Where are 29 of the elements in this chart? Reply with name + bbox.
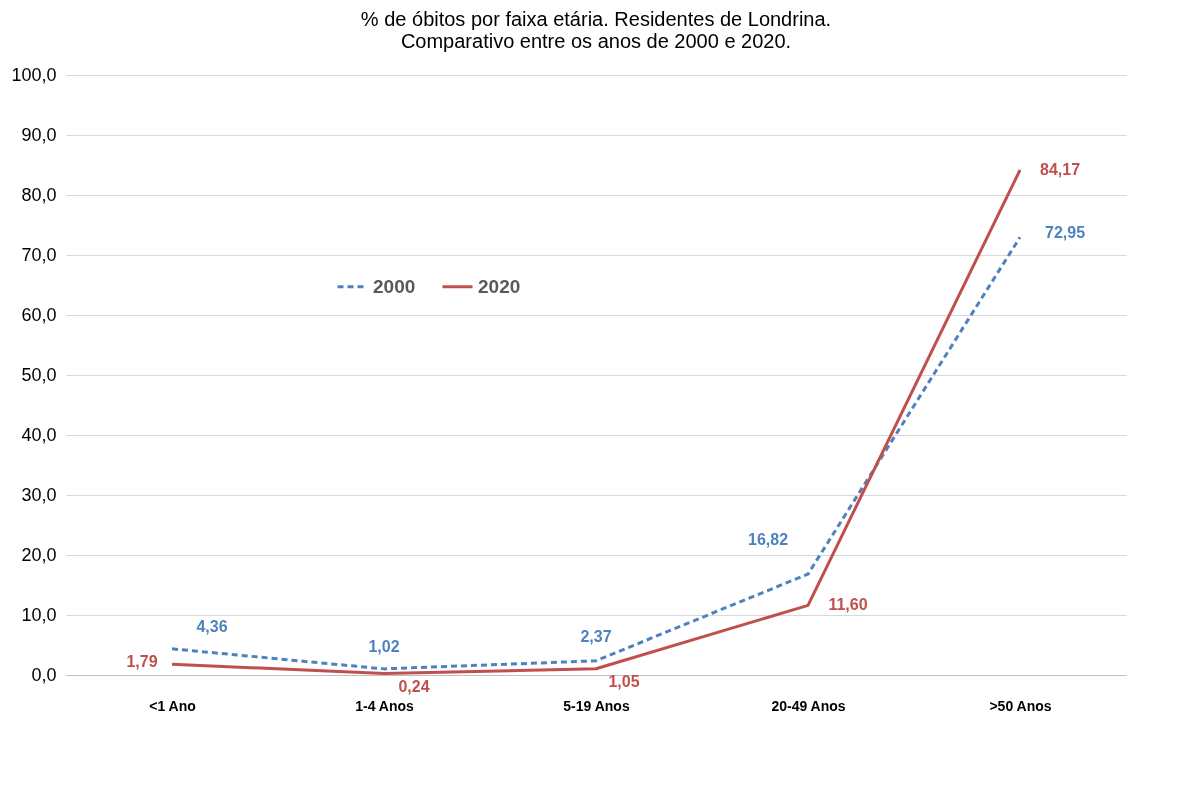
x-tick-label: 5-19 Anos [563,697,630,714]
y-tick-label: 20,0 [21,544,57,565]
data-label: 1,79 [126,653,158,671]
y-tick-label: 10,0 [21,604,57,625]
y-tick-label: 40,0 [21,424,57,445]
data-label: 72,95 [1044,224,1086,242]
x-tick-label: 20-49 Anos [771,697,846,714]
y-tick-label: 100,0 [11,64,57,85]
data-label: 0,24 [398,677,430,695]
y-tick-label: 50,0 [21,364,57,385]
data-label: 1,02 [368,637,400,655]
data-label: 16,82 [747,531,789,549]
chart-title: % de óbitos por faixa etária. Residentes de Londrina. Comparativo entre os anos de 2000 e 2020. [360,8,832,52]
data-label: 84,17 [1039,160,1081,178]
y-tick-label: 30,0 [21,484,57,505]
y-tick-label: 90,0 [21,124,57,145]
data-label: 2,37 [580,627,612,645]
data-label: 1,05 [608,672,640,690]
x-tick-label: >50 Anos [989,697,1052,714]
y-tick-label: 80,0 [21,184,57,205]
y-tick-label: 70,0 [21,244,57,265]
legend-label: 2000 [373,275,416,297]
data-label: 11,60 [828,596,868,614]
data-label: 4,36 [196,617,228,635]
x-tick-label: <1 Ano [149,697,196,714]
legend-label: 2020 [478,275,521,297]
y-tick-label: 0,0 [31,664,57,685]
y-tick-label: 60,0 [21,304,57,325]
x-tick-label: 1-4 Anos [355,697,415,714]
